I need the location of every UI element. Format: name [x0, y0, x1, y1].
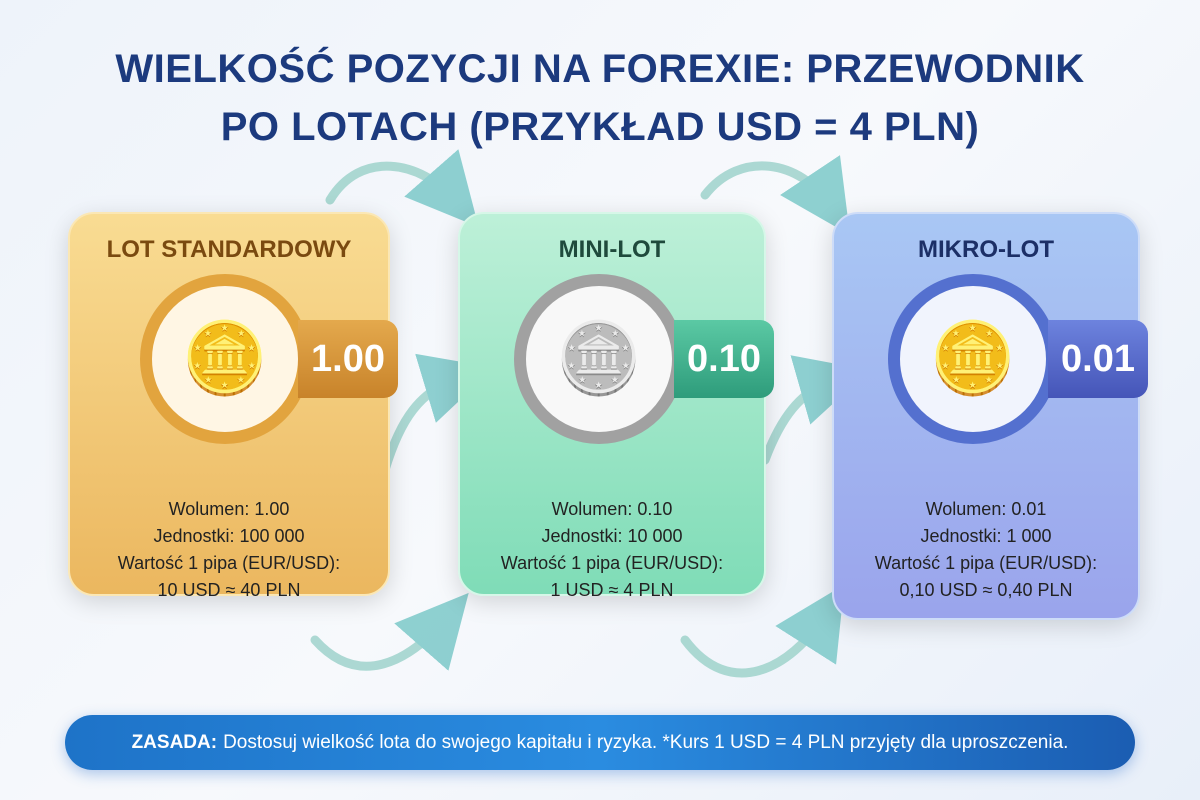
card-info: Wolumen: 0.10 Jednostki: 10 000 Wartość …	[460, 496, 764, 604]
pip-value: 1 USD ≈ 4 PLN	[550, 580, 674, 600]
silver-coins-icon: 🪙	[514, 274, 684, 444]
arrow-icon	[680, 584, 845, 678]
volume-text: Wolumen: 0.01	[925, 499, 1047, 519]
pip-label: Wartość 1 pipa (EUR/USD):	[874, 553, 1098, 573]
card-info: Wolumen: 0.01 Jednostki: 1 000 Wartość 1…	[834, 496, 1138, 604]
card-mini-lot: MINI-LOT 🪙 0.10 Wolumen: 0.10 Jednostki:…	[458, 212, 774, 600]
card-title: LOT STANDARDOWY	[106, 236, 352, 263]
volume-text: Wolumen: 1.00	[168, 499, 290, 519]
pip-label: Wartość 1 pipa (EUR/USD):	[117, 553, 341, 573]
rule-banner: ZASADA: Dostosuj wielkość lota do swojeg…	[65, 715, 1135, 770]
card-title: MIKRO-LOT	[918, 236, 1054, 263]
units-text: Jednostki: 1 000	[920, 526, 1052, 546]
arrow-icon	[325, 149, 479, 228]
rule-text: Dostosuj wielkość lota do swojego kapita…	[223, 731, 1069, 753]
bronze-coins-icon: 🪙	[888, 274, 1058, 444]
gold-coins-icon: 🪙	[140, 274, 310, 444]
arrow-icon	[760, 355, 870, 465]
rule-label: ZASADA:	[131, 731, 218, 753]
arrow-icon	[310, 592, 469, 671]
lot-value-badge: 1.00	[298, 320, 398, 398]
pip-value: 10 USD ≈ 40 PLN	[157, 580, 301, 600]
pip-value: 0,10 USD ≈ 0,40 PLN	[899, 580, 1073, 600]
title-line-2: PO LOTACH (PRZYKŁAD USD = 4 PLN)	[220, 105, 980, 149]
arrow-icon	[700, 155, 850, 235]
pip-label: Wartość 1 pipa (EUR/USD):	[500, 553, 724, 573]
card-standard-lot: LOT STANDARDOWY 🪙 1.00 Wolumen: 1.00 Jed…	[68, 212, 398, 600]
arrow-icon	[380, 353, 495, 475]
lot-value-badge: 0.10	[674, 320, 774, 398]
lot-value-badge: 0.01	[1048, 320, 1148, 398]
card-title: MINI-LOT	[558, 236, 666, 263]
title-line-1: WIELKOŚĆ POZYCJI NA FOREXIE: PRZEWODNIK	[115, 47, 1085, 91]
card-info: Wolumen: 1.00 Jednostki: 100 000 Wartość…	[70, 496, 388, 604]
volume-text: Wolumen: 0.10	[551, 499, 673, 519]
units-text: Jednostki: 100 000	[153, 526, 305, 546]
page-title: WIELKOŚĆ POZYCJI NA FOREXIE: PRZEWODNIK …	[0, 40, 1200, 156]
card-micro-lot: MIKRO-LOT 🪙 0.01 Wolumen: 0.01 Jednostki…	[832, 212, 1148, 620]
units-text: Jednostki: 10 000	[541, 526, 683, 546]
